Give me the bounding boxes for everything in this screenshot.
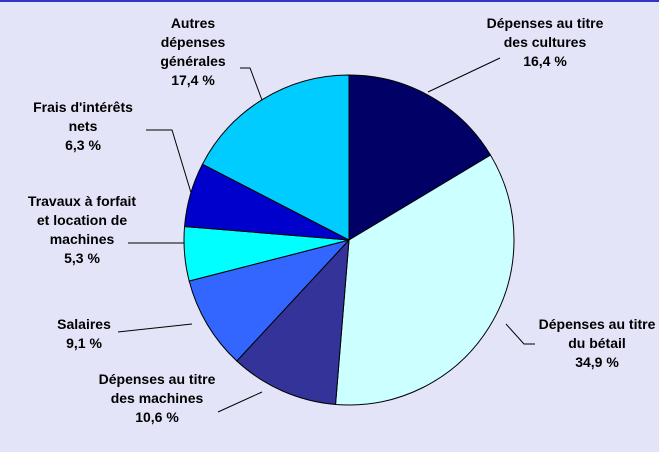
leader-line: [146, 129, 193, 197]
pie-slice: [188, 239, 351, 362]
category-label: Travaux à forfait et location de machine…: [27, 193, 137, 247]
category-label: Dépenses au titre des cultures: [486, 15, 604, 50]
leader-line: [505, 323, 535, 345]
value-label: 34,9 %: [575, 354, 619, 370]
slice-label: Salaires 9,1 %: [34, 315, 134, 353]
value-label: 16,4 %: [523, 53, 567, 69]
leader-lines: [117, 57, 535, 413]
slice-label: Travaux à forfait et location de machine…: [27, 192, 137, 268]
value-label: 9,1 %: [66, 335, 102, 351]
pie-slice: [236, 238, 350, 405]
category-label: Frais d'intérêts nets: [33, 99, 133, 134]
value-label: 6,3 %: [65, 137, 101, 153]
leader-line: [217, 391, 263, 413]
value-label: 10,6 %: [135, 409, 179, 425]
leader-line: [427, 57, 501, 93]
pie-slice: [334, 154, 515, 406]
leader-line: [240, 67, 263, 101]
slice-label: Frais d'intérêts nets 6,3 %: [18, 98, 148, 155]
slice-label: Autres dépenses générales 17,4 %: [138, 14, 248, 90]
leader-line: [117, 323, 193, 333]
pie-slice: [201, 74, 350, 241]
pie: [183, 74, 515, 406]
category-label: Dépenses au titre des machines: [98, 371, 216, 406]
category-label: Autres dépenses générales: [160, 15, 226, 69]
category-label: Dépenses au titre du bétail: [538, 316, 656, 351]
slice-label: Dépenses au titre des machines 10,6 %: [92, 370, 222, 427]
slice-label: Dépenses au titre des cultures 16,4 %: [475, 14, 615, 71]
value-label: 5,3 %: [64, 250, 100, 266]
value-label: 17,4 %: [171, 72, 215, 88]
slice-label: Dépenses au titre du bétail 34,9 %: [532, 315, 659, 372]
pie-slice: [348, 74, 492, 241]
category-label: Salaires: [57, 316, 111, 332]
